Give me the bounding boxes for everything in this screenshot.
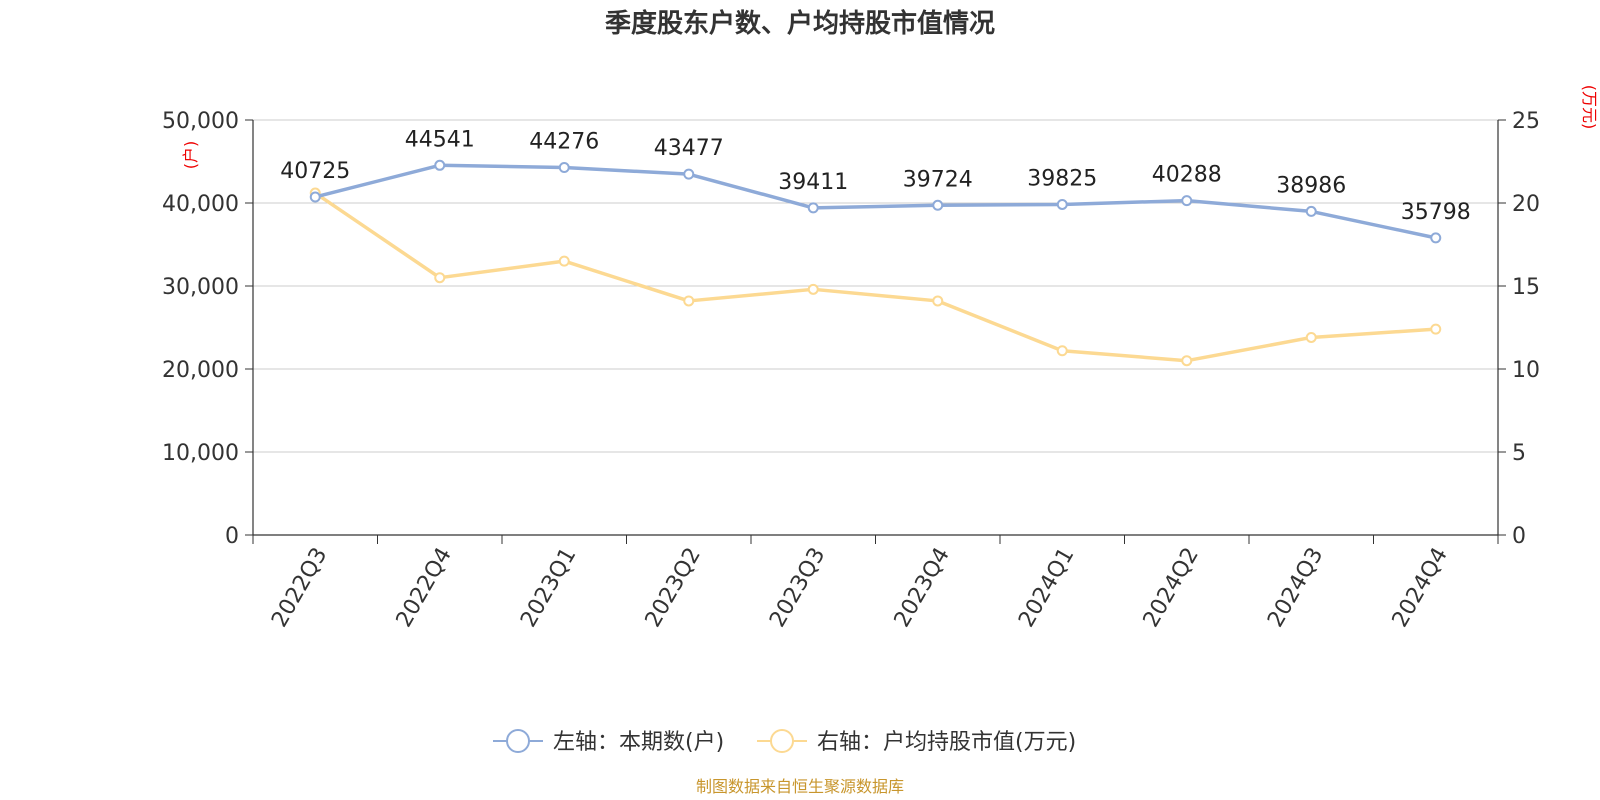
- right-axis-tick-label: 25: [1512, 109, 1540, 134]
- data-point-holders: [932, 199, 944, 211]
- x-axis-tick-label: 2024Q3: [1263, 544, 1328, 632]
- grid-lines: [253, 119, 1498, 453]
- right-axis-tick-label: 10: [1512, 358, 1540, 383]
- data-label: 39411: [778, 170, 848, 195]
- chart-title: 季度股东户数、户均持股市值情况: [605, 8, 995, 39]
- data-point-holders: [1305, 205, 1317, 217]
- x-axis-tick-label: 2022Q4: [392, 544, 457, 632]
- data-point-holders: [1056, 198, 1068, 210]
- legend-label[interactable]: 左轴：本期数(户): [553, 730, 724, 755]
- legend-marker-icon: [770, 729, 794, 753]
- data-point-holders: [434, 159, 446, 171]
- left-axis-tick-label: 20,000: [162, 358, 239, 383]
- data-label: 44541: [405, 127, 475, 152]
- data-label: 44276: [529, 130, 599, 155]
- data-point-market-value: [434, 272, 446, 284]
- legend-marker-icon: [506, 729, 530, 753]
- data-point-market-value: [1181, 355, 1193, 367]
- legend-label[interactable]: 右轴：户均持股市值(万元): [817, 730, 1076, 755]
- series-layer: [309, 159, 1442, 367]
- data-label: 35798: [1401, 200, 1471, 225]
- left-axis-tick-label: 30,000: [162, 275, 239, 300]
- right-axis-tick-label: 20: [1512, 192, 1540, 217]
- legend: 左轴：本期数(户) 右轴：户均持股市值(万元): [493, 729, 1076, 755]
- data-label: 40725: [280, 159, 350, 184]
- data-point-market-value: [558, 255, 570, 267]
- right-axis-tick-label: 15: [1512, 275, 1540, 300]
- left-axis-unit: (户): [181, 141, 200, 170]
- x-axis-tick-label: 2024Q1: [1014, 544, 1079, 632]
- data-label: 38986: [1276, 173, 1346, 198]
- data-point-holders: [807, 202, 819, 214]
- left-axis-tick-label: 10,000: [162, 441, 239, 466]
- left-axis-tick-label: 50,000: [162, 109, 239, 134]
- series-line-market-value: [314, 191, 1436, 363]
- data-label: 39724: [903, 167, 973, 192]
- data-point-market-value: [932, 295, 944, 307]
- x-axis-tick-label: 2023Q4: [890, 544, 955, 632]
- left-axis-tick-label: 0: [225, 524, 239, 549]
- data-point-holders: [1181, 195, 1193, 207]
- x-axis-tick-label: 2023Q2: [641, 544, 706, 632]
- x-axis-tick-label: 2023Q3: [765, 544, 830, 632]
- data-point-market-value: [683, 295, 695, 307]
- left-axis-tick-label: 40,000: [162, 192, 239, 217]
- data-point-market-value: [1056, 345, 1068, 357]
- data-label: 39825: [1027, 166, 1097, 191]
- data-label: 43477: [654, 136, 724, 161]
- right-axis-unit: (万元): [1580, 85, 1599, 130]
- right-axis-tick-label: 5: [1512, 441, 1526, 466]
- x-axis-tick-label: 2024Q4: [1388, 544, 1453, 632]
- data-label: 40288: [1152, 163, 1222, 188]
- axes: 010,00020,00030,00040,00050,000051015202…: [162, 85, 1599, 632]
- data-point-holders: [1430, 232, 1442, 244]
- data-point-holders: [309, 191, 321, 203]
- data-point-holders: [683, 168, 695, 180]
- data-labels: 40725 44541 44276 43477 39411 39724 39825 40288…: [280, 127, 1471, 225]
- series-line-holders: [314, 163, 1437, 240]
- x-axis-tick-label: 2022Q3: [267, 544, 332, 632]
- data-point-holders: [558, 162, 570, 174]
- x-axis-tick-label: 2023Q1: [516, 544, 581, 632]
- data-point-market-value: [1430, 323, 1442, 335]
- data-point-market-value: [1305, 331, 1317, 343]
- data-point-market-value: [807, 283, 819, 295]
- x-axis-tick-label: 2024Q2: [1139, 544, 1204, 632]
- source-note: 制图数据来自恒生聚源数据库: [696, 777, 904, 796]
- right-axis-tick-label: 0: [1512, 524, 1526, 549]
